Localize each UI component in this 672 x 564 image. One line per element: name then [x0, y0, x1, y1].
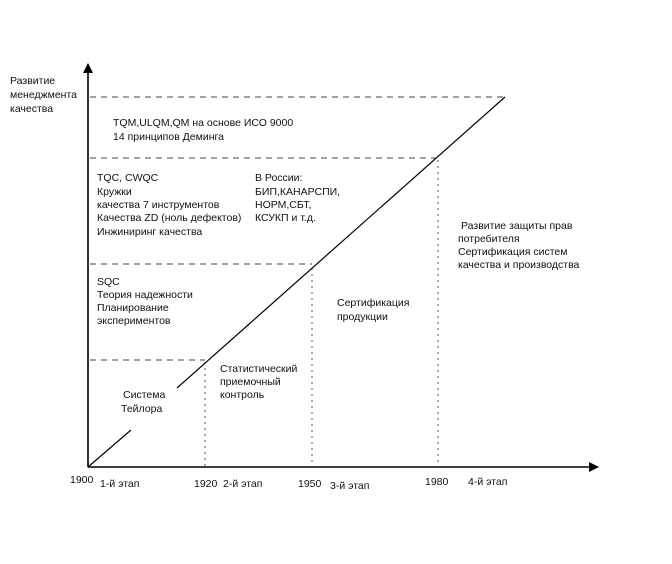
text-line: SQC [97, 276, 120, 288]
russia-text: В России: БИП,КАНАРСПИ, НОРМ,СБТ, КСУКП … [255, 172, 340, 224]
text-line: Качества ZD (ноль дефектов) [97, 212, 241, 224]
text-line: Сертификация систем [458, 246, 567, 258]
text-line: качества 7 инструментов [97, 199, 220, 211]
year-label-1920: 1920 [194, 478, 218, 490]
text-line: потребителя [458, 233, 520, 245]
text-line: Статистический [220, 363, 298, 375]
stage-label-2: 2-й этап [223, 478, 262, 490]
stage2-text: Статистический приемочный контроль [220, 363, 298, 401]
year-label-1900: 1900 [70, 474, 94, 486]
year-label-1950: 1950 [298, 478, 322, 490]
text-line: НОРМ,СБТ, [255, 199, 311, 211]
year-label-1980: 1980 [425, 476, 449, 488]
text-line: Система [123, 389, 165, 401]
y-axis-label: Развитие менеджмента качества [10, 75, 77, 115]
y-label-line: качества [10, 103, 53, 115]
text-line: КСУКП и т.д. [255, 212, 316, 224]
text-line: TQC, CWQC [97, 172, 159, 184]
growth-line-segment [176, 96, 506, 389]
stage4-text: Развитие защиты прав потребителя Сертифи… [458, 220, 580, 271]
level2-text: SQC Теория надежности Планирование экспе… [97, 276, 193, 327]
text-line: экспериментов [97, 315, 171, 327]
stage3-text: Сертификация продукции [337, 297, 409, 323]
text-line: Кружки [97, 186, 132, 198]
text-line: приемочный [220, 376, 281, 388]
text-line: Тейлора [121, 403, 162, 415]
growth-line-segment [87, 429, 132, 468]
text-line: БИП,КАНАРСПИ, [255, 186, 340, 198]
text-line: В России: [255, 172, 302, 184]
text-line: Теория надежности [97, 289, 193, 301]
text-line: 14 принципов Деминга [113, 131, 224, 143]
stage-label-1: 1-й этап [100, 478, 139, 490]
text-line: Инжиниринг качества [97, 226, 202, 238]
text-line: качества и производства [458, 259, 580, 271]
level4-text: TQM,ULQM,QM на основе ИСО 9000 14 принци… [113, 117, 293, 143]
text-line: контроль [220, 389, 265, 401]
text-line: продукции [337, 311, 388, 323]
stage1-text: Система Тейлора [121, 389, 165, 415]
stage-label-4: 4-й этап [468, 476, 507, 488]
stage-label-3: 3-й этап [330, 480, 369, 492]
text-line: Сертификация [337, 297, 409, 309]
y-label-line: менеджмента [10, 89, 77, 101]
level3-text: TQC, CWQC Кружки качества 7 инструментов… [97, 172, 241, 238]
text-line: Развитие защиты прав [461, 220, 573, 232]
text-line: Планирование [97, 302, 169, 314]
text-line: TQM,ULQM,QM на основе ИСО 9000 [113, 117, 293, 129]
y-label-line: Развитие [10, 75, 55, 87]
